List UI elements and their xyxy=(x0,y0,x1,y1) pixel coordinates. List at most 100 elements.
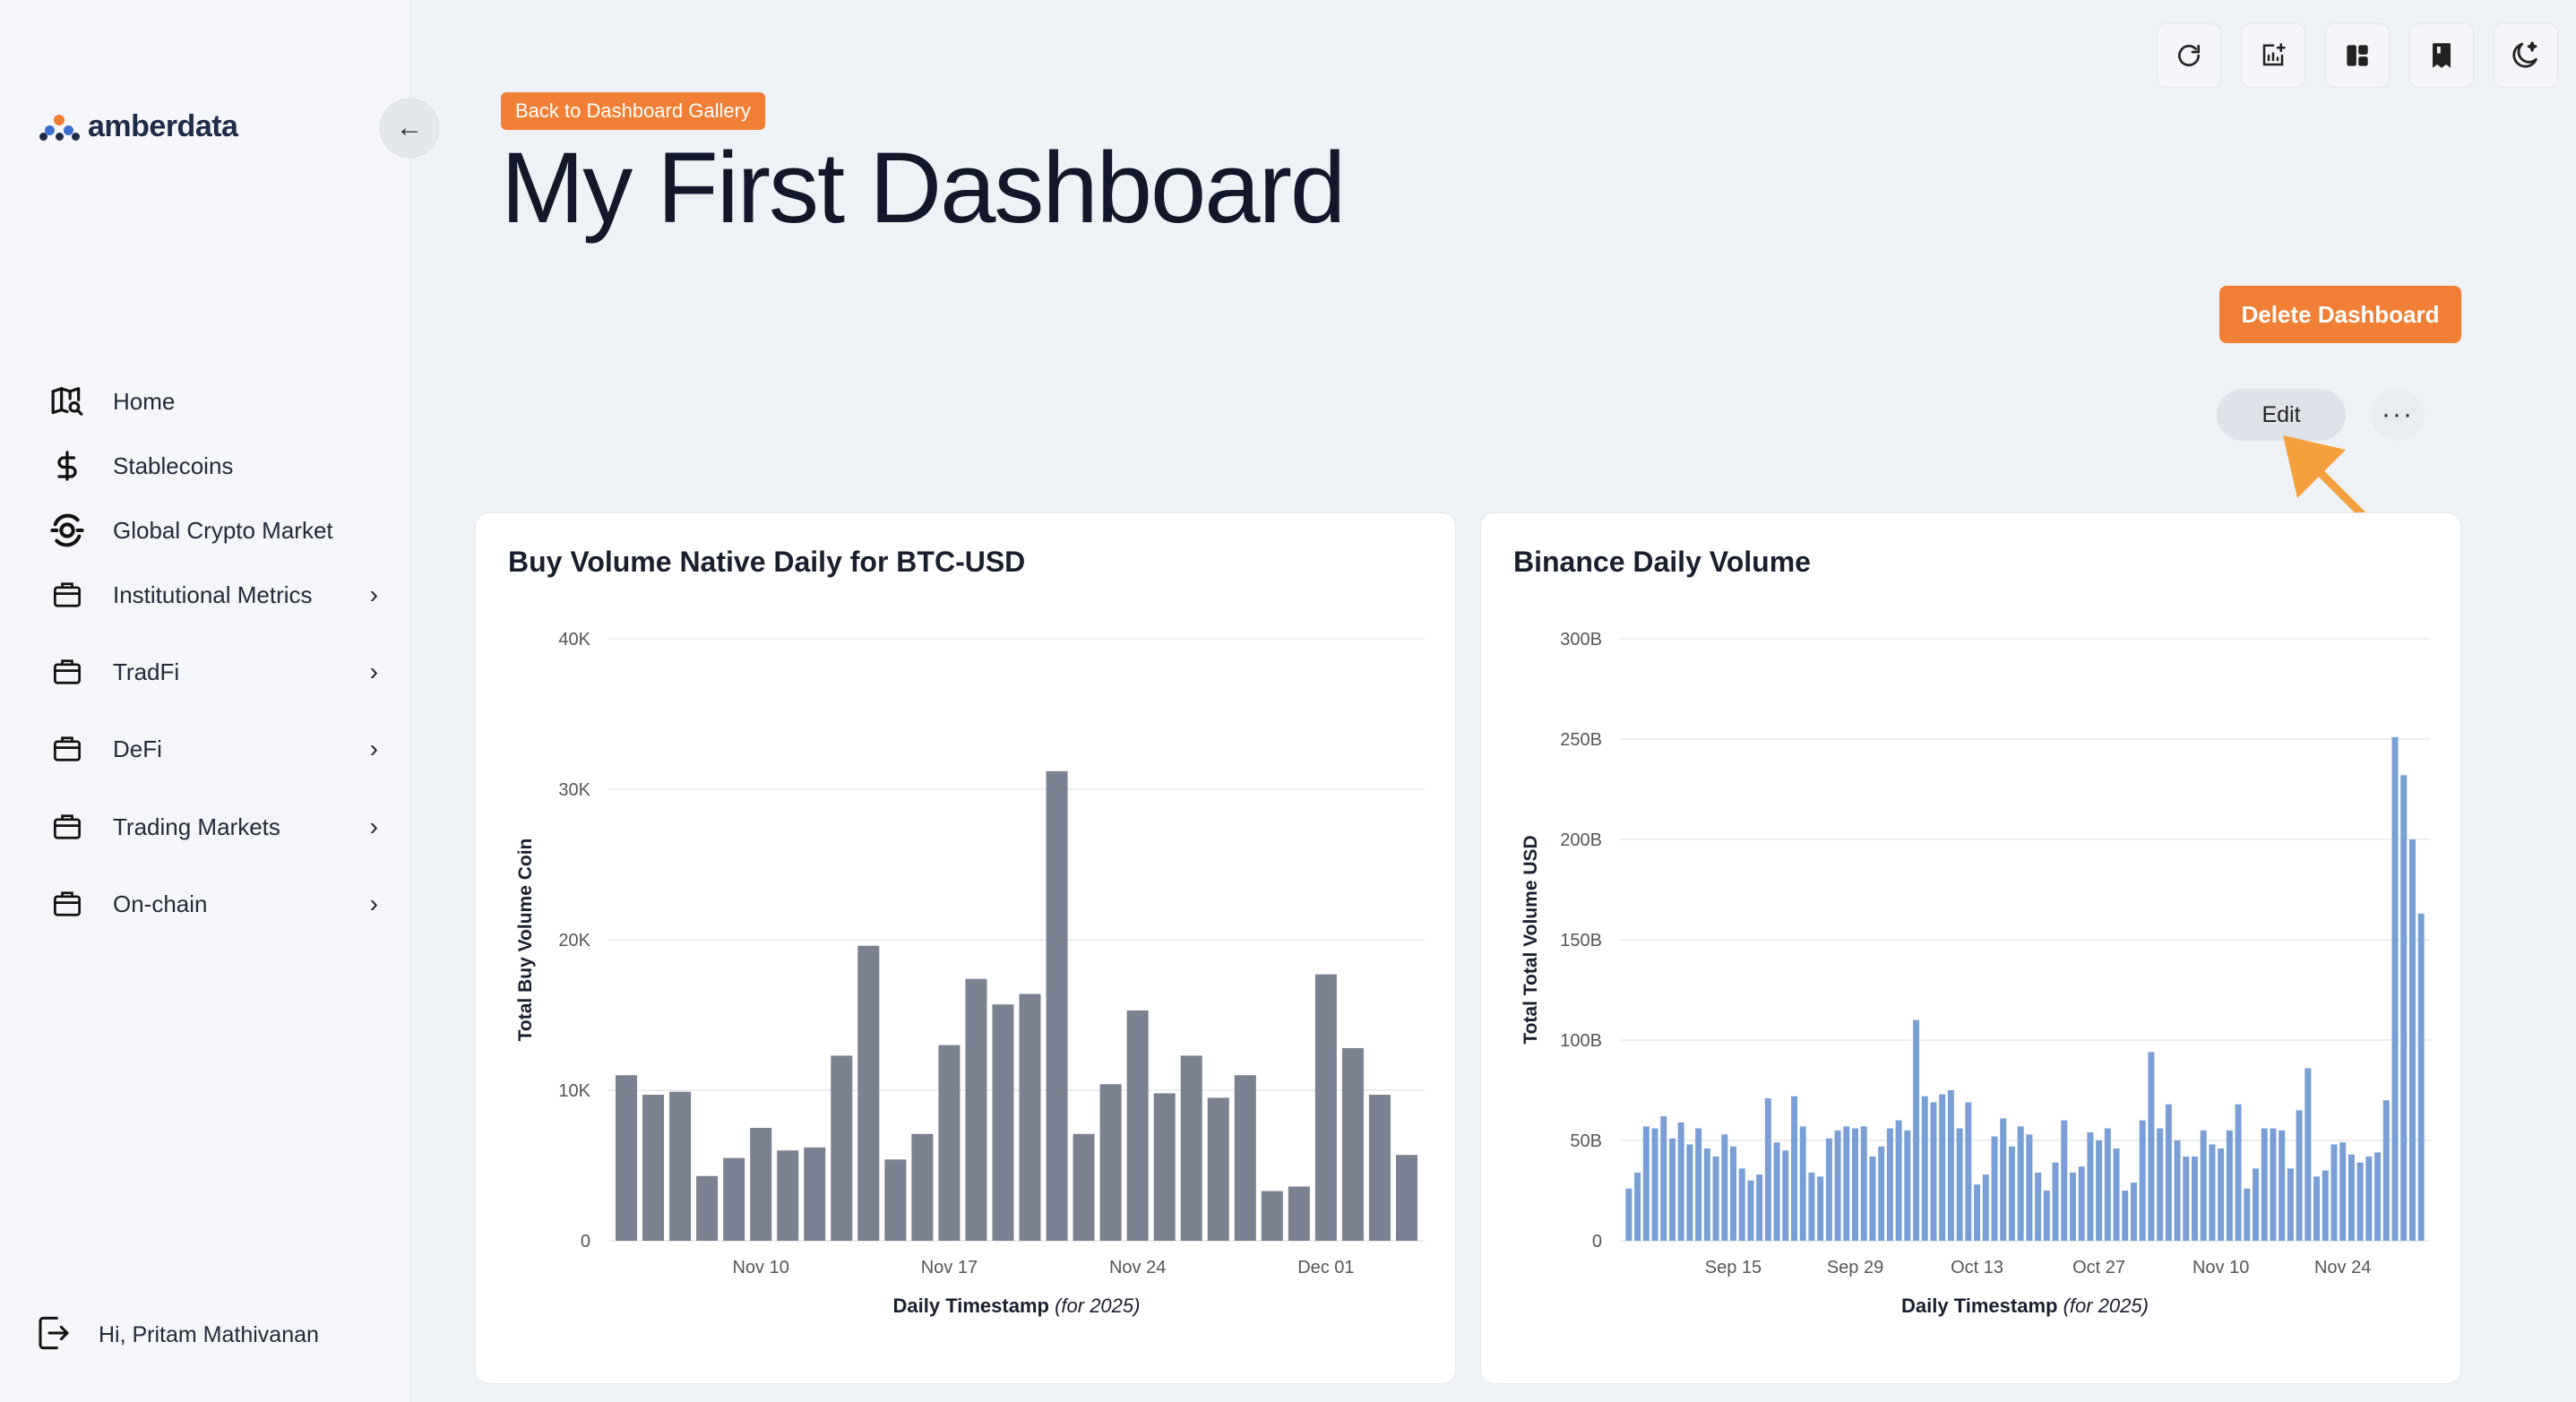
x-axis-label: Daily Timestamp (for 2025) xyxy=(1901,1294,2149,1317)
map-search-icon xyxy=(47,381,88,422)
sidebar-item-stablecoins[interactable]: Stablecoins xyxy=(47,441,378,491)
x-axis-label: Daily Timestamp (for 2025) xyxy=(893,1294,1141,1317)
y-tick-label: 40K xyxy=(558,630,590,649)
bar xyxy=(1668,1138,1676,1241)
refresh-button[interactable] xyxy=(2157,23,2221,88)
sidebar-item-defi[interactable]: DeFi › xyxy=(47,724,378,774)
user-menu[interactable]: Hi, Pritam Mathivanan xyxy=(36,1313,319,1357)
chevron-right-icon: › xyxy=(369,658,378,685)
layout-icon xyxy=(2347,45,2368,66)
bar xyxy=(804,1147,826,1241)
briefcase-icon xyxy=(47,574,88,615)
bar xyxy=(2087,1132,2094,1241)
bar xyxy=(2139,1120,2146,1241)
x-tick-label: Nov 10 xyxy=(2193,1258,2249,1277)
sidebar-item-label: DeFi xyxy=(113,735,162,762)
sidebar-item-label: Home xyxy=(113,387,176,415)
y-tick-label: 20K xyxy=(558,931,590,950)
bar-chart-binance-volume: 0 50B 100B 150B 200B 250B 300B Sep 15 Sep 29 Oct … xyxy=(1521,630,2430,1317)
bar xyxy=(2191,1156,2198,1241)
collapse-sidebar-button[interactable]: ← xyxy=(380,99,439,158)
bar xyxy=(1860,1126,1867,1241)
bar xyxy=(2218,1148,2225,1241)
bar xyxy=(2061,1120,2068,1241)
bar xyxy=(616,1075,638,1241)
dark-mode-button[interactable] xyxy=(2494,23,2558,88)
sidebar-item-global-crypto-market[interactable]: Global Crypto Market xyxy=(47,505,378,555)
bar xyxy=(2104,1128,2111,1241)
bar xyxy=(1738,1168,1745,1241)
bar xyxy=(1314,974,1337,1241)
bar xyxy=(1886,1128,1893,1241)
chevron-right-icon: › xyxy=(369,581,378,608)
bar xyxy=(1852,1128,1859,1241)
y-axis-label: Total Total Volume USD xyxy=(1521,835,1541,1044)
bookmark-button[interactable] xyxy=(2409,23,2474,88)
back-to-gallery-button[interactable]: Back to Dashboard Gallery xyxy=(501,92,765,130)
x-axis-label-main: Daily Timestamp xyxy=(1901,1294,2063,1317)
x-tick-label: Dec 01 xyxy=(1297,1258,1354,1277)
bar xyxy=(1834,1130,1841,1241)
bar xyxy=(831,1055,853,1241)
y-axis-label: Total Buy Volume Coin xyxy=(515,839,536,1042)
y-tick-label: 50B xyxy=(1570,1131,1602,1151)
y-tick-label: 0 xyxy=(581,1232,590,1251)
bar xyxy=(2391,736,2399,1241)
x-tick-label: Sep 29 xyxy=(1827,1258,1883,1277)
bar xyxy=(2069,1172,2076,1241)
sidebar-item-home[interactable]: Home xyxy=(47,376,378,426)
logout-icon[interactable] xyxy=(36,1313,72,1357)
x-tick-label: Oct 27 xyxy=(2072,1258,2125,1277)
bar xyxy=(1878,1146,1885,1241)
bar xyxy=(1947,1090,1954,1241)
bar xyxy=(1677,1122,1684,1241)
bar xyxy=(1686,1144,1693,1241)
y-tick-label: 250B xyxy=(1560,730,1602,750)
layout-button[interactable] xyxy=(2325,23,2390,88)
bar xyxy=(992,1004,1014,1241)
bar xyxy=(1073,1133,1095,1241)
bar xyxy=(1817,1176,1824,1241)
bar xyxy=(2026,1134,2033,1241)
bar xyxy=(696,1175,719,1241)
y-tick-label: 0 xyxy=(1592,1232,1602,1251)
bar xyxy=(1046,770,1068,1241)
user-greeting: Hi, Pritam Mathivanan xyxy=(99,1322,319,1347)
bar xyxy=(1939,1094,1946,1241)
bar xyxy=(642,1095,665,1241)
bar xyxy=(2400,775,2408,1241)
bar xyxy=(2183,1156,2190,1241)
bar xyxy=(2339,1142,2347,1241)
bar xyxy=(1913,1019,1920,1241)
bar xyxy=(2305,1068,2312,1241)
sidebar-item-on-chain[interactable]: On-chain › xyxy=(47,879,378,929)
arrow-left-icon: ← xyxy=(396,113,423,142)
bar xyxy=(2096,1140,2103,1241)
sidebar-item-trading-markets[interactable]: Trading Markets › xyxy=(47,802,378,852)
sidebar-item-tradfi[interactable]: TradFi › xyxy=(47,647,378,697)
delete-dashboard-button[interactable]: Delete Dashboard xyxy=(2219,286,2461,343)
brand-logo[interactable]: amberdata xyxy=(39,109,238,144)
x-axis-label-suffix: (for 2025) xyxy=(1055,1294,1140,1317)
bar xyxy=(2382,1100,2390,1241)
bar xyxy=(2270,1128,2277,1241)
bar xyxy=(938,1045,961,1241)
x-tick-label: Sep 15 xyxy=(1705,1258,1762,1277)
bar xyxy=(2148,1052,2155,1241)
add-chart-button[interactable] xyxy=(2241,23,2305,88)
sidebar-item-institutional-metrics[interactable]: Institutional Metrics › xyxy=(47,570,378,620)
bar xyxy=(1756,1174,1763,1241)
sidebar-item-label: On-chain xyxy=(113,890,208,917)
x-tick-label: Nov 17 xyxy=(921,1258,978,1277)
bar xyxy=(2279,1130,2286,1241)
add-chart-icon xyxy=(2262,43,2286,66)
briefcase-icon xyxy=(47,883,88,925)
chevron-right-icon: › xyxy=(369,813,378,840)
bar xyxy=(1099,1084,1122,1241)
bar xyxy=(1843,1126,1850,1241)
bar xyxy=(1261,1191,1283,1241)
edit-button[interactable]: Edit xyxy=(2217,389,2346,441)
more-options-button[interactable]: ··· xyxy=(2371,389,2425,441)
bar xyxy=(1729,1146,1736,1241)
x-axis-label-suffix: (for 2025) xyxy=(2063,1294,2149,1317)
